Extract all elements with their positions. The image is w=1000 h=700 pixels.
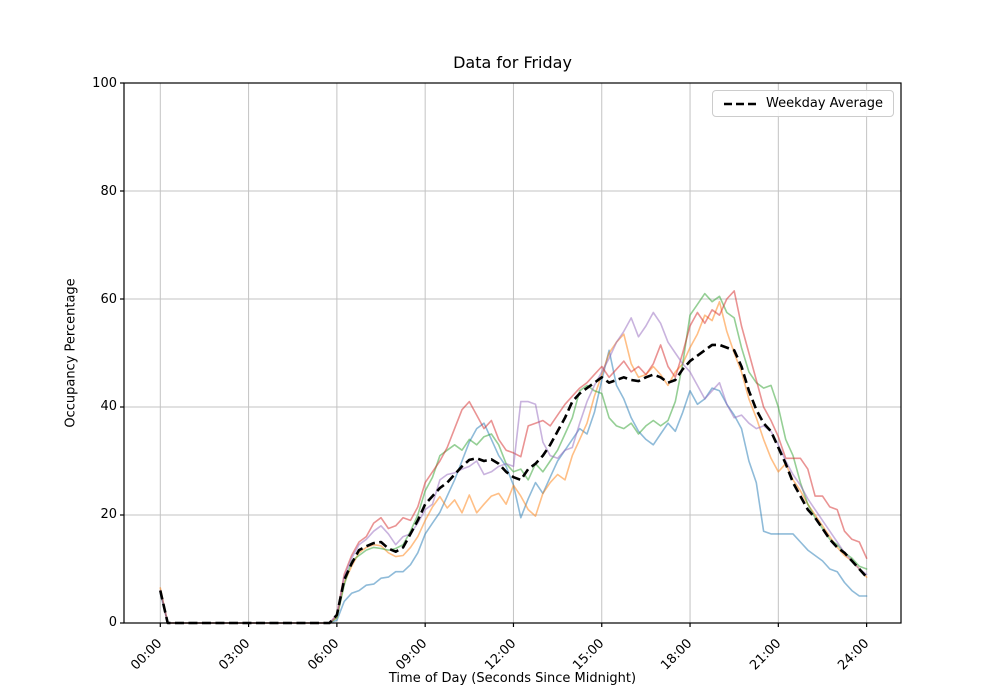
y-tick-label-100: 100	[92, 76, 117, 91]
legend-label: Weekday Average	[766, 96, 884, 111]
y-tick-label-80: 80	[100, 184, 117, 199]
legend-dash-sample-icon	[724, 102, 756, 105]
y-tick-label-20: 20	[100, 507, 117, 522]
y-tick-label-60: 60	[100, 292, 117, 307]
y-tick-label-0: 0	[108, 615, 117, 630]
y-axis-label: Occupancy Percentage	[63, 278, 79, 428]
x-axis-label: Time of Day (Seconds Since Midnight)	[388, 671, 637, 686]
chart-title: Data for Friday	[453, 53, 572, 72]
y-tick-label-40: 40	[100, 399, 117, 414]
axes-box	[123, 82, 902, 624]
legend: Weekday Average	[712, 90, 894, 117]
